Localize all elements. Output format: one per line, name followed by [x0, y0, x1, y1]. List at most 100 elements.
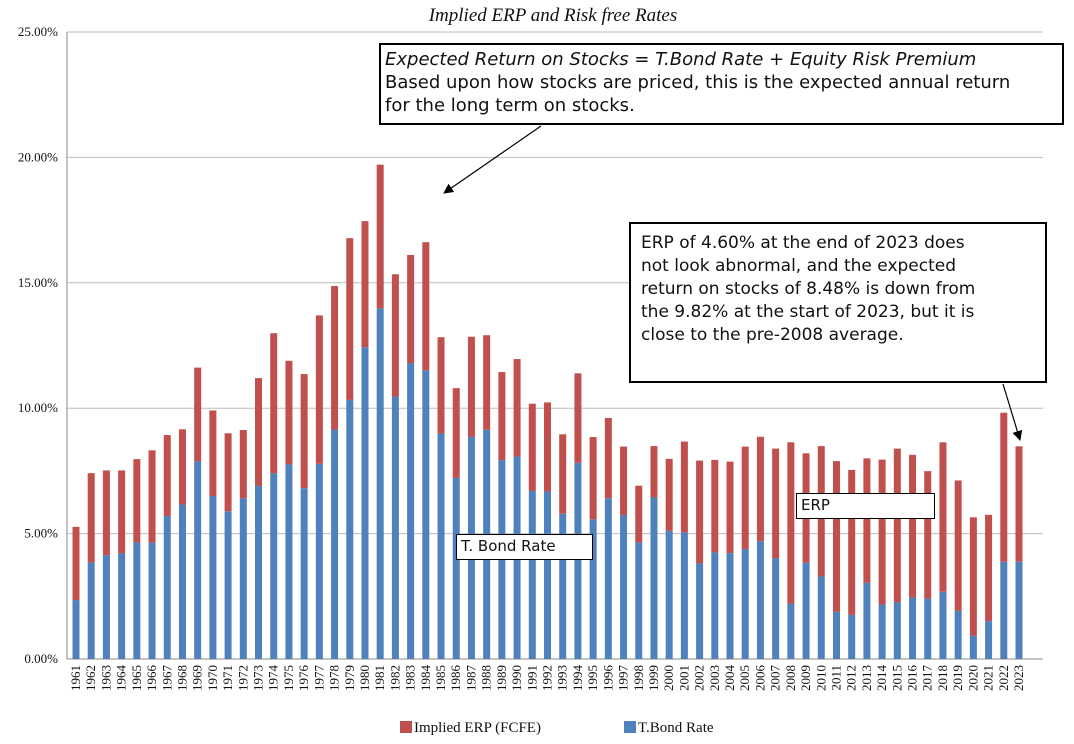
- bar-implied-erp: [969, 517, 977, 636]
- callout-title: Expected Return on Stocks = T.Bond Rate …: [385, 49, 977, 70]
- bar-implied-erp: [209, 410, 217, 496]
- x-tick-label: 1963: [98, 665, 113, 691]
- x-tick-label: 1962: [83, 665, 98, 691]
- bar-tbond-rate: [361, 347, 369, 659]
- bar-implied-erp: [133, 459, 141, 543]
- x-tick-label: 1998: [631, 665, 646, 691]
- bar-implied-erp: [407, 254, 415, 364]
- x-tick-label: 1995: [585, 665, 600, 691]
- x-tick-label: 1971: [220, 665, 235, 691]
- x-tick-label: 1988: [479, 665, 494, 691]
- bar-tbond-rate: [194, 461, 202, 659]
- bar-implied-erp: [285, 360, 293, 465]
- bar-implied-erp: [893, 448, 901, 603]
- bar-implied-erp: [604, 417, 612, 499]
- bar-tbond-rate: [939, 591, 947, 659]
- bar-tbond-rate: [133, 542, 141, 659]
- x-tick-label: 2015: [889, 665, 904, 691]
- bar-tbond-rate: [300, 488, 308, 659]
- bar-implied-erp: [954, 480, 962, 611]
- bar-tbond-rate: [452, 477, 460, 659]
- bar-implied-erp: [148, 450, 156, 543]
- bar-tbond-rate: [787, 603, 795, 659]
- bar-tbond-rate: [863, 582, 871, 659]
- note-line-1: ERP of 4.60% at the end of 2023 does: [641, 233, 965, 253]
- bar-implied-erp: [224, 433, 232, 512]
- bar-implied-erp: [483, 335, 491, 430]
- bar-tbond-rate: [848, 614, 856, 659]
- x-tick-label: 1983: [403, 665, 418, 691]
- bar-tbond-rate: [270, 473, 278, 659]
- x-tick-label: 2012: [844, 665, 859, 691]
- x-tick-label: 1972: [235, 665, 250, 691]
- x-tick-label: 1964: [114, 665, 129, 692]
- x-tick-label: 2013: [859, 665, 874, 691]
- bar-implied-erp: [574, 373, 582, 463]
- bar-tbond-rate: [346, 399, 354, 659]
- x-tick-label: 1985: [433, 665, 448, 691]
- bar-tbond-rate: [437, 433, 445, 659]
- bar-implied-erp: [376, 164, 384, 309]
- bar-implied-erp: [391, 274, 399, 397]
- bar-implied-erp: [650, 446, 658, 498]
- x-tick-label: 1993: [555, 665, 570, 691]
- bar-tbond-rate: [893, 602, 901, 659]
- x-tick-label: 2004: [722, 665, 737, 692]
- x-tick-label: 1973: [251, 665, 266, 691]
- bar-implied-erp: [863, 458, 871, 583]
- x-tick-label: 2001: [676, 665, 691, 691]
- note-line-4: the 9.82% at the start of 2023, but it i…: [641, 302, 975, 322]
- bar-tbond-rate: [331, 429, 339, 659]
- x-tick-label: 2019: [950, 665, 965, 691]
- bar-tbond-rate: [954, 610, 962, 659]
- bar-implied-erp: [711, 459, 719, 553]
- bar-tbond-rate: [239, 498, 247, 659]
- bar-implied-erp: [361, 221, 369, 348]
- bar-tbond-rate: [285, 464, 293, 659]
- bar-implied-erp: [178, 429, 186, 505]
- bar-implied-erp: [467, 336, 475, 437]
- legend-label-erp: Implied ERP (FCFE): [414, 720, 541, 736]
- chart-title: Implied ERP and Risk free Rates: [428, 5, 678, 26]
- bar-implied-erp: [239, 430, 247, 499]
- legend-swatch-erp: [400, 721, 412, 733]
- x-tick-label: 1979: [342, 665, 357, 691]
- bar-implied-erp: [102, 470, 110, 556]
- bar-implied-erp: [72, 526, 80, 601]
- bar-tbond-rate: [620, 515, 628, 659]
- x-tick-label: 1978: [327, 665, 342, 691]
- bar-tbond-rate: [87, 562, 95, 659]
- bar-tbond-rate: [559, 513, 567, 659]
- bar-tbond-rate: [969, 635, 977, 659]
- x-tick-label: 1966: [144, 665, 159, 692]
- bar-tbond-rate: [118, 553, 126, 659]
- bar-layer: [72, 164, 1023, 659]
- bar-implied-erp: [848, 469, 856, 615]
- bar-implied-erp: [772, 448, 780, 559]
- y-tick-label: 15.00%: [18, 275, 58, 290]
- bar-implied-erp: [665, 458, 673, 531]
- bar-tbond-rate: [680, 532, 688, 659]
- bar-implied-erp: [315, 315, 323, 464]
- x-tick-label: 1980: [357, 665, 372, 691]
- x-tick-label: 1969: [190, 665, 205, 691]
- x-tick-label: 1994: [570, 665, 585, 692]
- bar-implied-erp: [756, 436, 764, 542]
- bar-tbond-rate: [909, 597, 917, 659]
- bar-tbond-rate: [315, 463, 323, 659]
- bar-tbond-rate: [574, 462, 582, 659]
- bar-tbond-rate: [163, 516, 171, 659]
- bar-implied-erp: [452, 388, 460, 478]
- bar-implied-erp: [437, 337, 445, 434]
- bar-implied-erp: [696, 460, 704, 564]
- x-tick-label: 2008: [783, 665, 798, 691]
- x-tick-label: 2021: [981, 665, 996, 691]
- x-tick-label: 2007: [768, 665, 783, 692]
- bar-tbond-rate: [878, 604, 886, 659]
- x-tick-label: 2017: [920, 665, 935, 692]
- bar-tbond-rate: [772, 558, 780, 659]
- bar-tbond-rate: [665, 530, 673, 659]
- x-tick-label: 1961: [68, 665, 83, 691]
- legend-label-tbond: T.Bond Rate: [638, 720, 714, 736]
